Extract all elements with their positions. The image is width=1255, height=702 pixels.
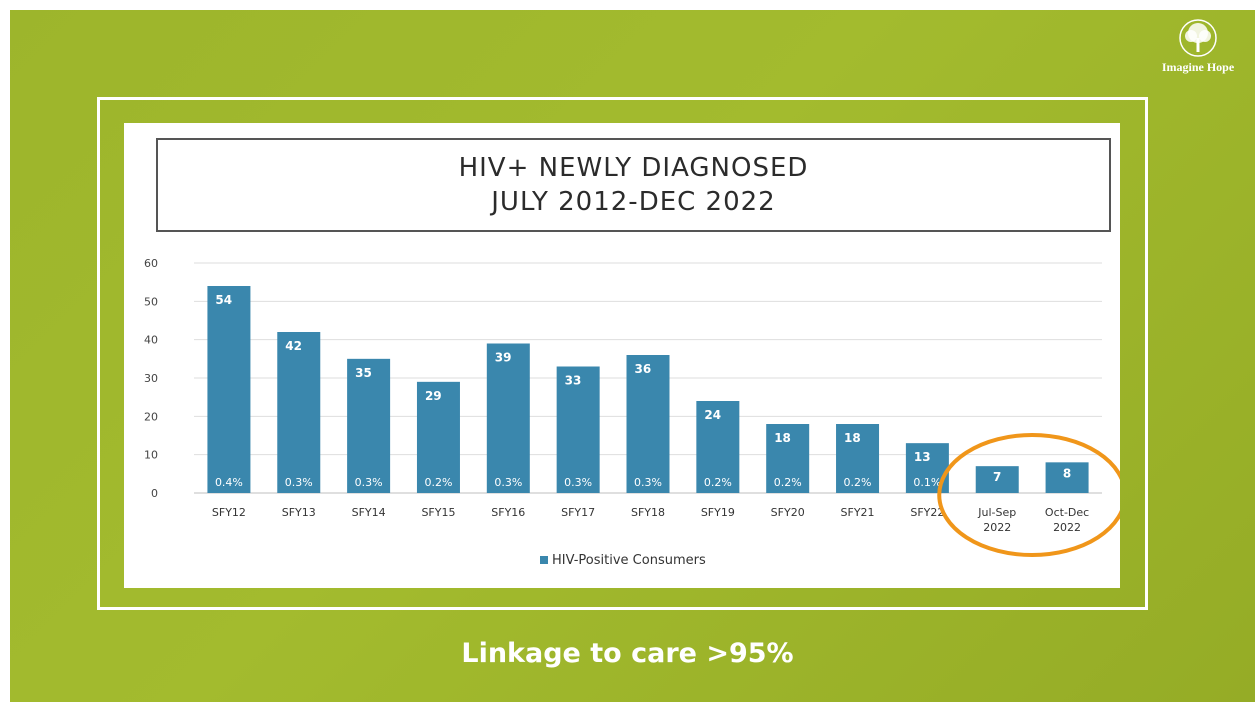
x-tick-label: 2022 — [983, 521, 1011, 534]
legend-swatch — [540, 556, 548, 564]
data-label: 29 — [425, 389, 442, 403]
bar — [207, 286, 251, 493]
logo: Imagine Hope — [1148, 18, 1248, 98]
y-tick-label: 10 — [144, 449, 158, 462]
x-tick-label: 2022 — [1053, 521, 1081, 534]
bar — [347, 358, 391, 493]
percent-label: 0.4% — [215, 476, 243, 489]
percent-label: 0.3% — [634, 476, 662, 489]
data-label: 13 — [914, 450, 931, 464]
y-tick-label: 30 — [144, 372, 158, 385]
data-label: 36 — [635, 362, 652, 376]
x-tick-label: SFY22 — [910, 506, 944, 519]
percent-label: 0.2% — [704, 476, 732, 489]
bar — [416, 381, 460, 493]
x-tick-label: SFY17 — [561, 506, 595, 519]
bar — [696, 401, 740, 493]
chart-frame — [97, 97, 1148, 610]
bar — [626, 355, 670, 493]
data-label: 54 — [215, 293, 232, 307]
x-tick-label: SFY15 — [421, 506, 455, 519]
bar — [836, 424, 880, 493]
tree-icon — [1179, 19, 1217, 57]
y-tick-label: 50 — [144, 295, 158, 308]
data-label: 18 — [774, 431, 791, 445]
x-tick-label: SFY14 — [352, 506, 386, 519]
x-tick-label: SFY21 — [841, 506, 875, 519]
bar — [277, 332, 321, 493]
data-label: 35 — [355, 366, 372, 380]
percent-label: 0.2% — [774, 476, 802, 489]
bar-chart: 0 10 20 30 40 50 60 54 0.4% SFY12 42 0.3% SFY13 35 0.3… — [144, 257, 1120, 568]
y-tick-label: 40 — [144, 334, 158, 347]
data-label: 24 — [704, 408, 721, 422]
percent-label: 0.3% — [564, 476, 592, 489]
x-tick-label: Oct-Dec — [1045, 506, 1089, 519]
x-tick-label: SFY16 — [491, 506, 525, 519]
x-tick-label: SFY12 — [212, 506, 246, 519]
data-label: 8 — [1063, 466, 1071, 480]
percent-label: 0.3% — [494, 476, 522, 489]
data-label: 39 — [495, 351, 512, 365]
bar — [975, 466, 1019, 493]
percent-label: 0.3% — [285, 476, 313, 489]
bar — [556, 366, 600, 493]
percent-label: 0.2% — [424, 476, 452, 489]
y-tick-label: 0 — [151, 487, 158, 500]
percent-label: 0.2% — [844, 476, 872, 489]
legend-label: HIV-Positive Consumers — [552, 553, 706, 568]
data-label: 42 — [285, 339, 302, 353]
logo-text: Imagine Hope — [1161, 60, 1235, 74]
x-tick-label: SFY13 — [282, 506, 316, 519]
bar — [1045, 462, 1089, 493]
bar — [766, 424, 810, 493]
x-tick-label: SFY20 — [771, 506, 805, 519]
x-tick-label: SFY19 — [701, 506, 735, 519]
highlight-ring — [937, 433, 1120, 557]
y-tick-label: 20 — [144, 410, 158, 423]
chart-title-line-2: JULY 2012-DEC 2022 — [491, 187, 776, 217]
data-label: 7 — [993, 470, 1001, 484]
x-tick-label: SFY18 — [631, 506, 665, 519]
footer-caption: Linkage to care >95% — [461, 638, 794, 669]
y-tick-label: 60 — [144, 257, 158, 270]
bar — [486, 343, 530, 493]
data-label: 33 — [565, 374, 582, 388]
x-tick-label: Jul-Sep — [977, 506, 1016, 519]
chart-title-line-1: HIV+ NEWLY DIAGNOSED — [458, 153, 809, 183]
percent-label: 0.3% — [355, 476, 383, 489]
data-label: 18 — [844, 431, 861, 445]
percent-label: 0.1% — [913, 476, 941, 489]
chart-title-box: HIV+ NEWLY DIAGNOSED JULY 2012-DEC 2022 — [156, 138, 1111, 232]
